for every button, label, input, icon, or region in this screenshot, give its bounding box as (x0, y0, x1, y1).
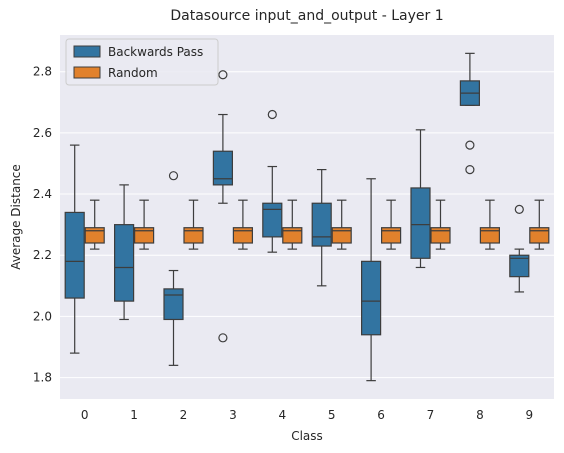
box-body (113, 224, 135, 302)
x-tick-label: 8 (476, 408, 484, 422)
outlier-point (218, 70, 228, 80)
box-body (84, 227, 105, 244)
x-tick-label: 4 (278, 408, 286, 422)
box-body (381, 227, 402, 244)
legend-label-random: Random (108, 66, 158, 80)
boxes (64, 52, 550, 382)
outlier-point (465, 140, 475, 150)
box-backwards-pass-class-5 (311, 168, 332, 287)
box-random-class-0 (84, 199, 105, 250)
y-axis-label: Average Distance (9, 164, 23, 270)
box-body (509, 254, 530, 278)
box-random-class-1 (134, 199, 155, 250)
box-body (311, 202, 332, 247)
box-body (64, 211, 85, 299)
box-body (282, 227, 303, 244)
x-axis-label: Class (291, 429, 323, 443)
y-tick-label: 2.8 (33, 65, 52, 79)
box-backwards-pass-class-9 (509, 204, 530, 293)
x-tick-label: 6 (377, 408, 385, 422)
box-backwards-pass-class-2 (163, 171, 184, 366)
x-tick-label: 5 (328, 408, 336, 422)
legend-swatch-backwards-pass (73, 45, 101, 58)
box-backwards-pass-class-8 (459, 52, 480, 175)
outlier-point (514, 204, 524, 214)
box-body (134, 227, 155, 244)
box-body (529, 227, 550, 244)
box-body (331, 227, 352, 244)
box-body (410, 187, 431, 259)
box-random-class-8 (479, 199, 500, 250)
legend: Backwards Pass Random (65, 38, 219, 86)
box-backwards-pass-class-7 (410, 129, 431, 269)
box-body (479, 227, 500, 244)
box-random-class-2 (183, 199, 204, 250)
chart-title: Datasource input_and_output - Layer 1 (170, 8, 443, 24)
box-body (262, 202, 283, 238)
box-random-class-9 (529, 199, 550, 250)
y-tick-label: 1.8 (33, 371, 52, 385)
box-backwards-pass-class-4 (262, 109, 283, 253)
box-random-class-6 (381, 199, 402, 250)
x-tick-label: 1 (130, 408, 138, 422)
outlier-point (168, 171, 179, 181)
box-body (232, 227, 253, 244)
tick-labels: 1.8 2.0 2.2 2.4 2.6 2.8 0 1 2 3 4 5 6 7 8 9 (33, 65, 533, 422)
box-backwards-pass-class-0 (64, 144, 85, 354)
box-backwards-pass-class-3 (212, 70, 233, 343)
box-backwards-pass-class-1 (113, 184, 135, 321)
box-body (163, 288, 184, 321)
outlier-point (465, 164, 475, 175)
box-random-class-5 (331, 199, 352, 250)
box-body (430, 227, 451, 244)
y-tick-label: 2.4 (33, 187, 52, 201)
box-backwards-pass-class-6 (361, 178, 382, 382)
x-tick-label: 2 (180, 408, 188, 422)
y-tick-label: 2.2 (33, 248, 52, 262)
box-random-class-3 (232, 199, 253, 250)
y-tick-label: 2.0 (33, 309, 52, 323)
legend-frame (65, 38, 219, 86)
legend-swatch-random (73, 66, 101, 79)
outlier-point (218, 333, 228, 343)
box-body (183, 227, 204, 244)
box-body (361, 260, 382, 336)
box-body (212, 150, 233, 186)
legend-label-backwards-pass: Backwards Pass (108, 45, 203, 59)
x-tick-label: 0 (81, 408, 89, 422)
grid-lines (60, 71, 554, 379)
box-random-class-7 (430, 199, 451, 250)
y-tick-label: 2.6 (33, 126, 52, 140)
box-random-class-4 (282, 199, 303, 250)
outlier-point (267, 109, 277, 120)
x-tick-label: 7 (427, 408, 435, 422)
x-tick-label: 9 (525, 408, 533, 422)
x-tick-label: 3 (229, 408, 237, 422)
